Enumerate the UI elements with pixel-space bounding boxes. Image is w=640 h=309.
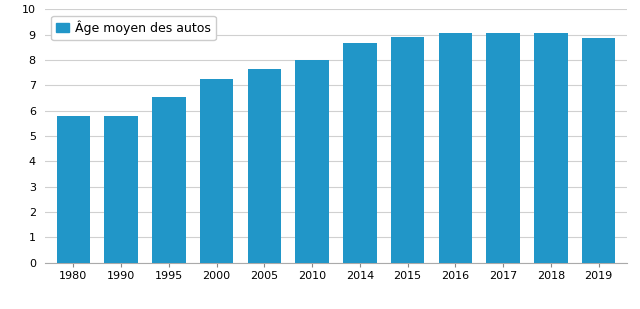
Bar	[57, 116, 90, 263]
Bar	[534, 33, 568, 263]
Bar	[582, 38, 615, 263]
Bar	[391, 37, 424, 263]
Bar	[438, 33, 472, 263]
Bar	[343, 44, 376, 263]
Bar	[152, 97, 186, 263]
Bar	[104, 116, 138, 263]
Bar	[200, 79, 234, 263]
Bar	[486, 33, 520, 263]
Bar	[296, 60, 329, 263]
Bar	[248, 69, 281, 263]
Legend: Âge moyen des autos: Âge moyen des autos	[51, 15, 216, 40]
